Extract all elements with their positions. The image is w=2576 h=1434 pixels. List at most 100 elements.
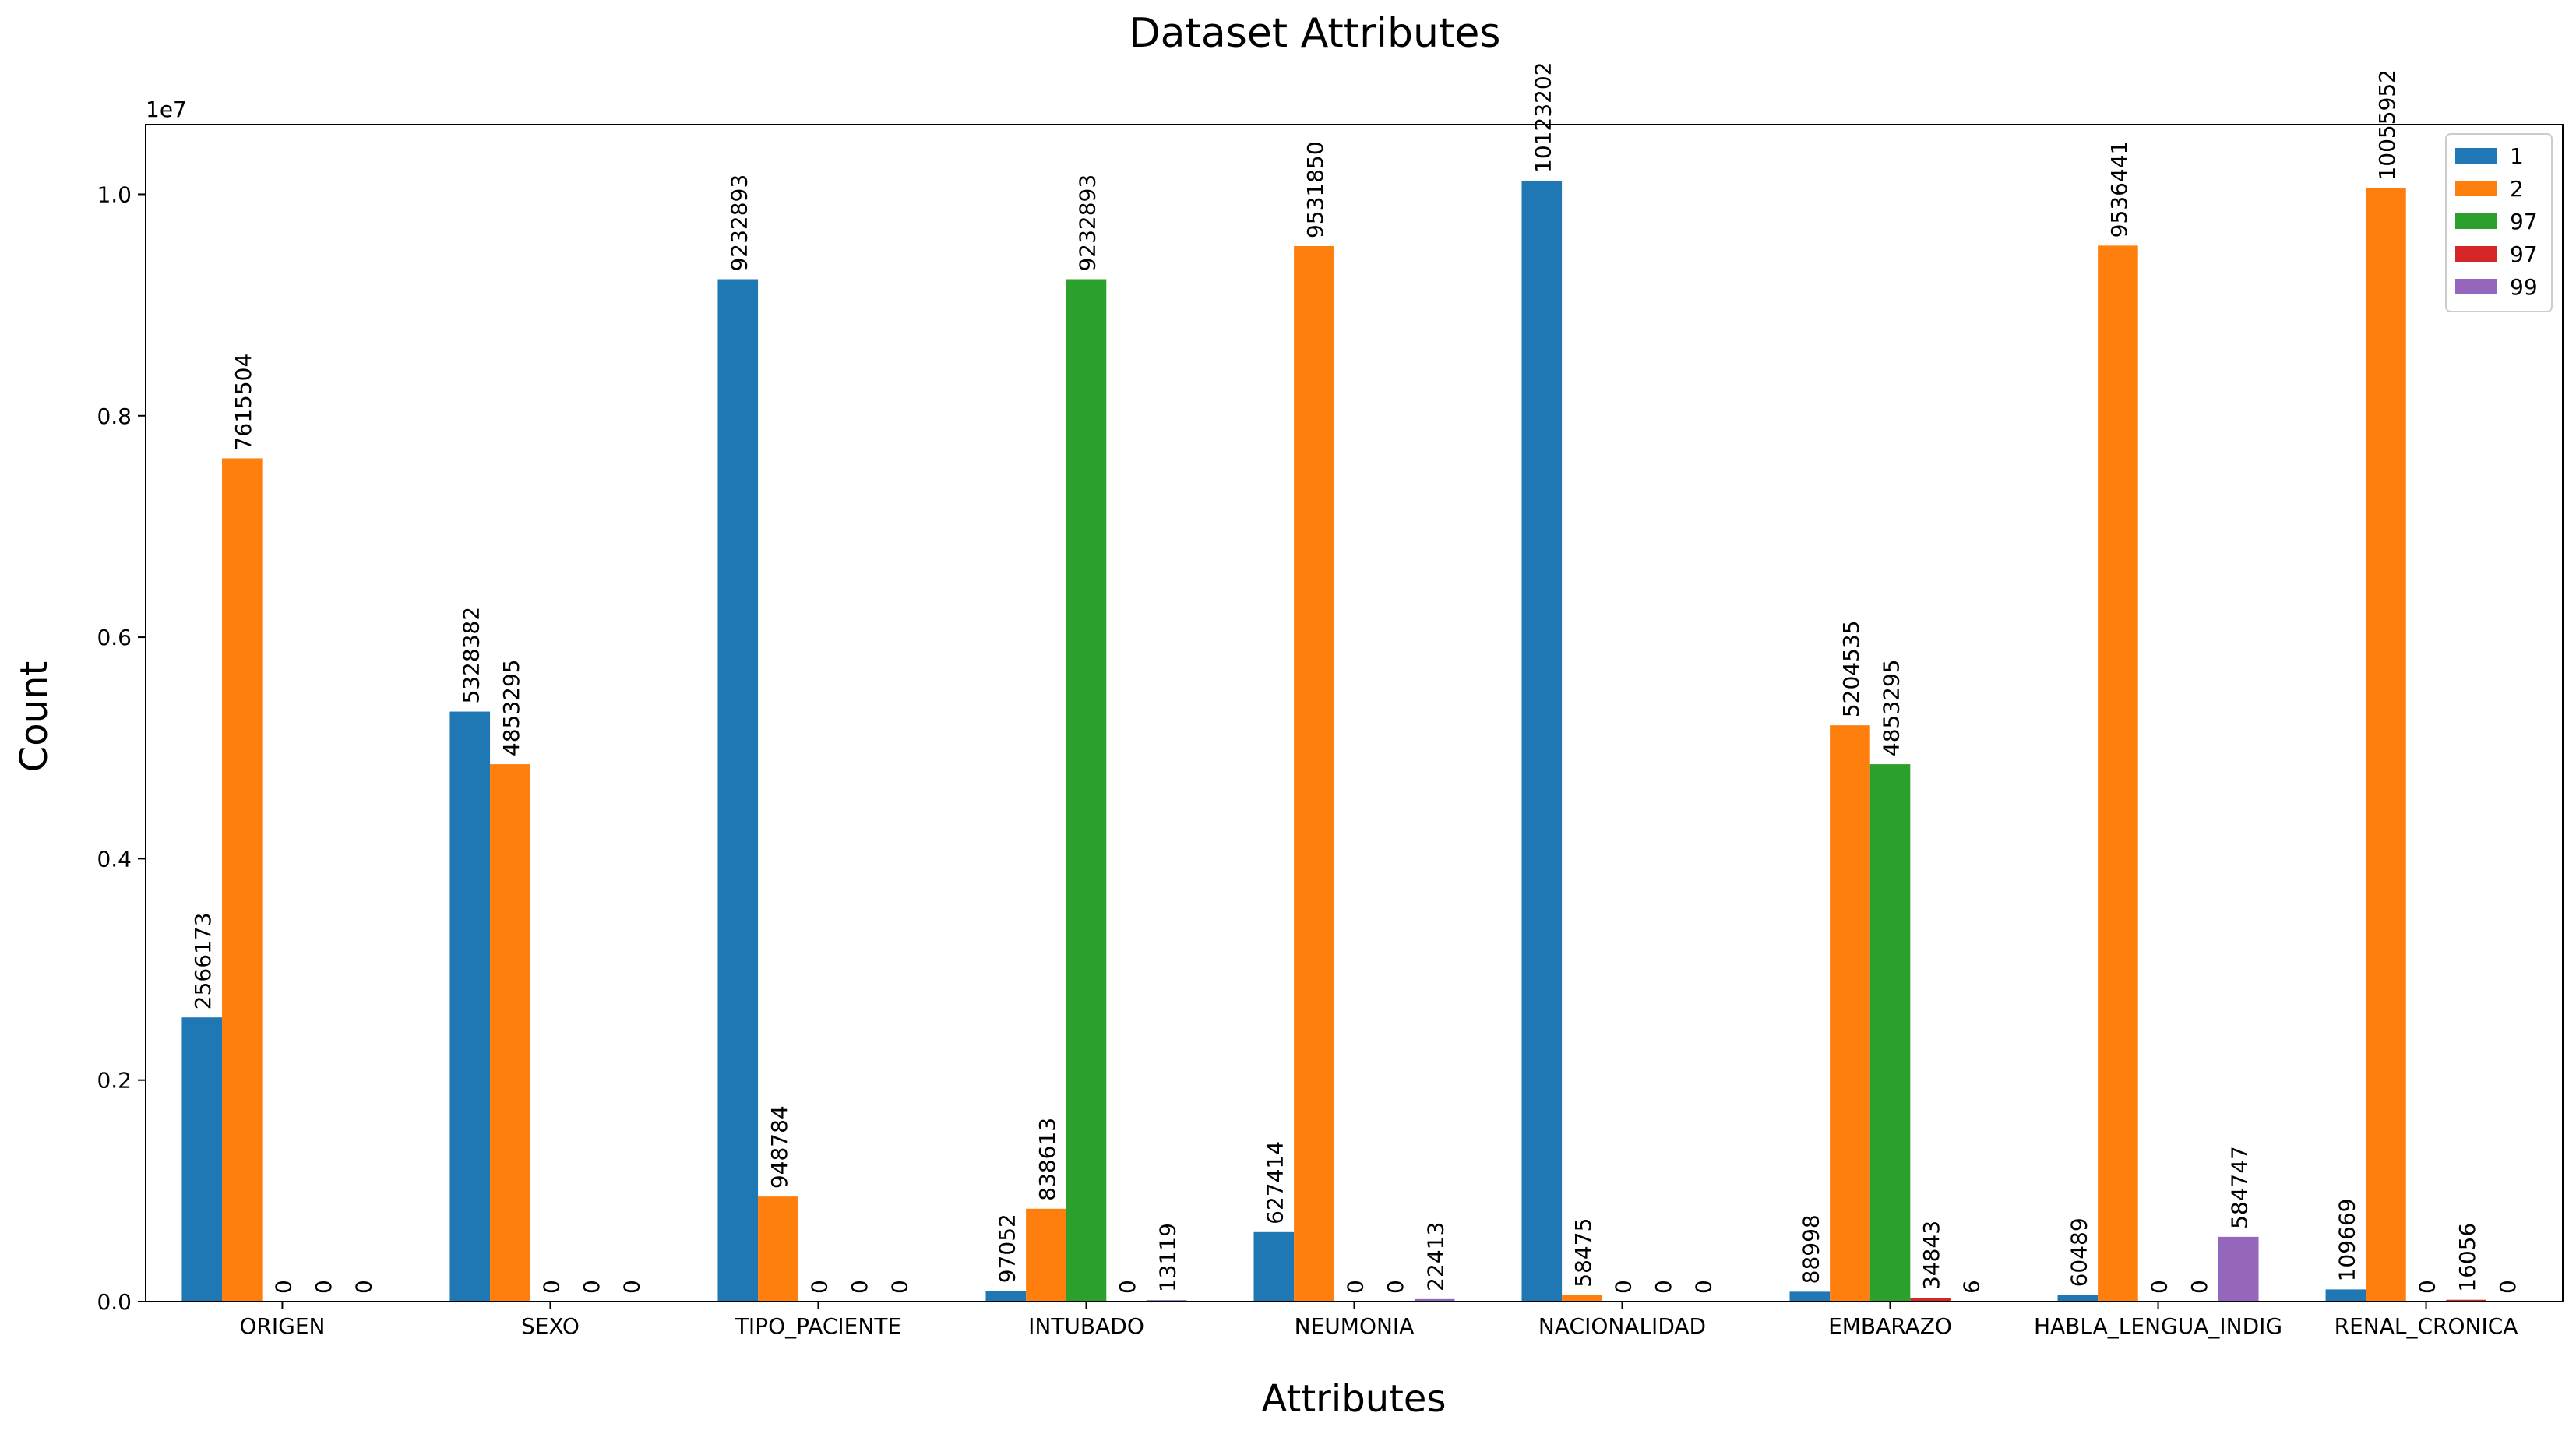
bar-value-label: 0 <box>351 1280 377 1294</box>
bar-value-label: 0 <box>2495 1280 2521 1294</box>
bars-layer <box>181 180 2486 1302</box>
y-tick-label: 0.8 <box>97 403 132 429</box>
bar <box>1869 764 1911 1302</box>
bar-value-label: 58475 <box>1570 1218 1596 1288</box>
bar-value-label: 948784 <box>766 1105 792 1189</box>
bar <box>2218 1236 2259 1302</box>
y-tick-label: 0.2 <box>97 1068 132 1094</box>
bar-value-label: 0 <box>619 1280 645 1294</box>
bar-value-label: 6 <box>1959 1280 1985 1294</box>
x-axis: ORIGEN SEXO TIPO_PACIENTE INTUBADO NEUMONIA N… <box>239 1302 2518 1339</box>
bar-value-label: 0 <box>887 1280 913 1294</box>
x-tick-label: ORIGEN <box>239 1313 325 1339</box>
bar <box>2098 245 2138 1302</box>
bar-value-label: 0 <box>1343 1280 1369 1294</box>
legend-label: 97 <box>2510 209 2538 234</box>
bar <box>1253 1231 1295 1302</box>
bar-value-label: 0 <box>1691 1280 1717 1294</box>
legend: 1 2 97 97 99 <box>2445 133 2553 312</box>
bar-value-label: 16056 <box>2454 1223 2480 1292</box>
bar <box>1066 279 1107 1302</box>
legend-box <box>2445 133 2553 312</box>
bar-value-label: 0 <box>1611 1280 1637 1294</box>
bar-value-label: 0 <box>1115 1280 1140 1294</box>
bar <box>717 279 759 1302</box>
bar-value-label: 0 <box>579 1280 604 1294</box>
x-tick-label: NEUMONIA <box>1295 1313 1415 1339</box>
bar-value-label: 0 <box>847 1280 872 1294</box>
x-tick-label: SEXO <box>521 1313 580 1339</box>
bar-value-label: 34843 <box>1919 1221 1944 1290</box>
bar-value-label: 0 <box>2415 1280 2440 1294</box>
bar <box>758 1196 798 1302</box>
bar <box>1026 1208 1066 1302</box>
bar-value-label: 5328382 <box>458 607 484 704</box>
legend-label: 1 <box>2510 143 2524 169</box>
bar <box>1521 180 1563 1302</box>
bar <box>1562 1295 1602 1302</box>
bar <box>490 764 530 1302</box>
x-tick-label: RENAL_CRONICA <box>2335 1313 2518 1339</box>
legend-swatch <box>2455 246 2497 262</box>
bar <box>2057 1295 2099 1302</box>
plot-frame <box>145 124 2564 1302</box>
bar-value-label: 0 <box>270 1280 296 1294</box>
bar <box>181 1017 223 1302</box>
x-tick-label: INTUBADO <box>1028 1313 1144 1339</box>
x-axis-label: Attributes <box>1262 1377 1447 1421</box>
bar-value-label: 10123202 <box>1530 62 1556 173</box>
bar <box>1789 1291 1831 1302</box>
bar-value-label: 109669 <box>2334 1199 2359 1282</box>
y-axis-label: Count <box>12 661 56 773</box>
x-tick-label: TIPO_PACIENTE <box>735 1313 901 1339</box>
bar <box>222 458 263 1302</box>
y-tick-label: 0.4 <box>97 846 132 872</box>
bar-value-label: 0 <box>538 1280 564 1294</box>
bar-value-label: 60489 <box>2066 1217 2091 1287</box>
legend-label: 97 <box>2510 241 2538 267</box>
bar-value-label: 9232893 <box>1074 174 1100 272</box>
bar-value-label: 97052 <box>994 1214 1020 1283</box>
legend-swatch <box>2455 279 2497 294</box>
bar-value-label: 838613 <box>1034 1118 1060 1201</box>
bar-value-label: 13119 <box>1155 1223 1181 1292</box>
x-tick-label: NACIONALIDAD <box>1538 1313 1706 1339</box>
bar-value-label: 9536441 <box>2106 141 2132 238</box>
legend-swatch <box>2455 213 2497 229</box>
bar-value-label: 0 <box>1383 1280 1408 1294</box>
bar <box>1830 725 1870 1302</box>
legend-label: 2 <box>2510 176 2524 202</box>
bar-value-label: 0 <box>2147 1280 2173 1294</box>
bar-value-label: 2566173 <box>190 913 216 1010</box>
legend-swatch <box>2455 148 2497 164</box>
bar <box>2366 188 2406 1302</box>
bar <box>2325 1289 2366 1302</box>
x-tick-label: EMBARAZO <box>1828 1313 1952 1339</box>
legend-swatch <box>2455 181 2497 196</box>
bar <box>449 711 491 1302</box>
bar-value-label: 9232893 <box>726 174 752 272</box>
bar <box>2446 1299 2486 1302</box>
bar <box>1294 246 1334 1302</box>
bar-value-label: 88998 <box>1798 1214 1824 1284</box>
legend-label: 99 <box>2510 274 2538 300</box>
y-tick-label: 1.0 <box>97 181 132 207</box>
bar-value-label: 0 <box>2187 1280 2212 1294</box>
y-tick-label: 0.6 <box>97 625 132 650</box>
bar-value-label: 0 <box>806 1280 832 1294</box>
bar-value-label: 0 <box>311 1280 337 1294</box>
bar <box>1414 1298 1455 1302</box>
bar <box>985 1291 1027 1302</box>
x-tick-label: HABLA_LENGUA_INDIG <box>2034 1313 2282 1339</box>
y-axis-offset-label: 1e7 <box>146 97 187 122</box>
y-tick-label: 0.0 <box>97 1289 132 1315</box>
bar-value-label: 627414 <box>1262 1141 1288 1224</box>
bar-value-label: 4853295 <box>499 659 524 756</box>
bar-value-label: 9531850 <box>1302 141 1328 238</box>
bar-labels-layer: 2566173 5328382 9232893 97052 627414 10123202… <box>190 62 2521 1294</box>
chart-title: Dataset Attributes <box>1129 10 1501 57</box>
bar-value-label: 5204535 <box>1838 620 1864 717</box>
bar-value-label: 4853295 <box>1879 659 1905 756</box>
bar <box>1910 1298 1951 1302</box>
